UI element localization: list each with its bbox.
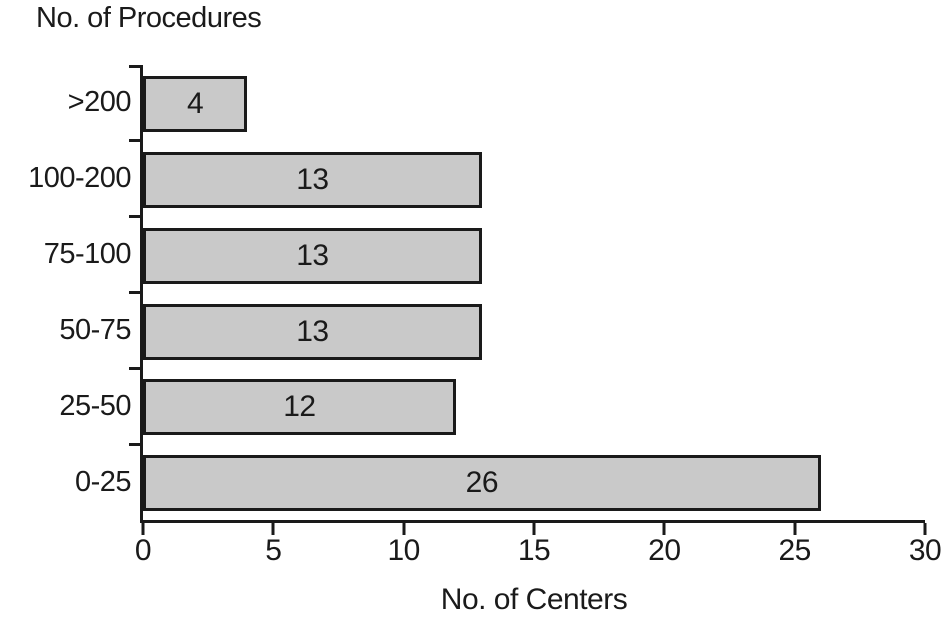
y-axis-tick [129,366,143,370]
x-axis-ticks [141,523,927,535]
y-axis-category-label: >200 [67,86,132,119]
bar->200: 4 [143,76,248,132]
x-axis-tick-label: 25 [778,534,811,567]
x-axis-tick-label: 5 [265,534,282,567]
bar-value-label: 13 [296,238,329,272]
x-axis-tick [923,523,927,535]
x-axis-tick [532,523,536,535]
x-axis-tick [141,523,145,535]
x-axis-tick [402,523,406,535]
x-axis-title: No. of Centers [440,583,628,616]
bar-50-75: 13 [143,303,482,360]
bar-slot: 4 [143,65,925,141]
x-axis-tick-label: 10 [387,534,420,567]
bar-slot: 26 [143,444,925,520]
bar-value-label: 13 [296,162,329,196]
x-axis-tick-label: 0 [134,534,152,567]
x-axis-tick [271,523,275,535]
y-axis-category-label: 100-200 [28,162,131,195]
x-axis-tick [662,523,666,535]
x-axis-tick-labels: 0 5 10 15 20 25 30 [135,534,942,570]
bar-value-label: 13 [296,314,329,348]
bar-value-label: 12 [283,390,316,424]
y-axis-category-label: 75-100 [43,238,132,271]
bar-75-100: 13 [143,227,482,284]
chart-title: No. of Procedures [36,2,262,34]
y-axis-tick [129,442,143,446]
y-axis-category-labels: >200 100-200 75-100 50-75 25-50 0-25 [0,65,131,520]
x-axis-tick-label: 20 [648,534,681,567]
y-axis-category-label: 50-75 [59,313,131,346]
x-axis-tick [793,523,797,535]
bar-slot: 13 [143,293,925,369]
y-axis-tick [129,65,143,68]
bar-slot: 13 [143,141,925,217]
x-axis-tick-label: 15 [517,534,551,567]
y-axis-category-label: 25-50 [59,389,131,422]
bar-100-200: 13 [143,151,482,208]
bar-value-label: 4 [187,87,204,120]
bar-25-50: 12 [143,379,456,436]
y-axis-tick [129,139,143,143]
bar-slot: 13 [143,217,925,293]
bar-0-25: 26 [143,455,821,512]
x-axis-tick-label: 30 [908,534,942,567]
y-axis-tick [129,215,143,219]
bar-slot: 12 [143,368,925,444]
y-axis-tick [129,291,143,294]
y-axis-category-label: 0-25 [74,465,132,498]
bar-value-label: 26 [465,466,499,500]
plot-area: 4 13 13 13 12 26 [129,65,925,523]
